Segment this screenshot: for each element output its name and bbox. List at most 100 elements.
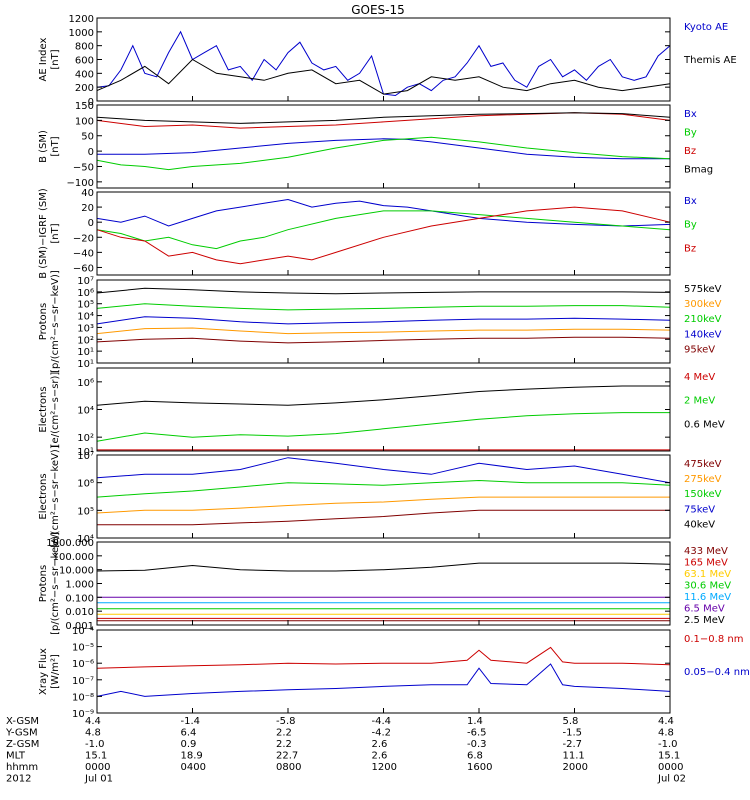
footer-value: 2000 — [563, 762, 588, 773]
legend-entry: 0.6 MeV — [684, 419, 725, 430]
panel-goes_electrons_kev: 10⁴ 10⁵ 10⁶ 10⁷ Electrons [e/(cm²−s−sr−keV)] 4… — [38, 445, 722, 548]
y-axis-label: [nT] — [50, 136, 61, 156]
series-line-goes_electrons_mev-1 — [96, 412, 670, 442]
footer-value: 4.4 — [85, 716, 101, 727]
y-tick-label: 0 — [88, 218, 94, 229]
footer-value: 0000 — [85, 762, 110, 773]
y-axis-label: Protons — [38, 565, 49, 602]
panel-goes_electrons_mev: 10¹ 10² 10⁴ 10⁶ Electrons [e/(cm²−s−sr)] 4 MeV… — [38, 367, 725, 458]
legend-entry: 30.6 MeV — [684, 581, 731, 592]
series-line-bdiff-1 — [96, 210, 671, 250]
y-axis-label: [W/m²] — [50, 654, 61, 689]
footer-row-label: Z-GSM — [6, 739, 39, 750]
series-line-xray-0 — [96, 646, 671, 669]
y-tick-label: 10⁷ — [77, 451, 94, 462]
series-line-goes_protons-3 — [96, 316, 671, 325]
footer-value: 1200 — [372, 762, 397, 773]
panel-ae: 0 200 400 600 800 1000 1200 AE Index [nT] Kyoto A… — [38, 14, 737, 108]
y-tick-label: 10⁷ — [77, 276, 94, 287]
y-tick-label: 800 — [75, 42, 94, 53]
legend-entry: 4 MeV — [684, 372, 715, 383]
y-tick-label: 0.010 — [65, 607, 94, 618]
y-axis-label: Electrons — [38, 386, 49, 432]
panel-frame — [96, 191, 671, 276]
y-axis-label: [e/(cm²−s−sr−keV)] — [50, 445, 61, 548]
y-axis-label: [p/(cm²−s−sr−keV)] — [50, 270, 61, 373]
series-line-goes_electrons_kev-2 — [96, 479, 671, 498]
y-tick-label: 20 — [81, 203, 94, 214]
footer-value: 4.8 — [85, 728, 101, 739]
panel-xray: 10⁻⁹ 10⁻⁸ 10⁻⁷ 10⁻⁶ 10⁻⁵ 10⁻⁴ Xray Flux [W/m²] 0… — [38, 626, 750, 720]
panel-goes_protons_mev: 0.001 0.010 0.100 1.000 10.000 100.000 1000.00… — [38, 532, 731, 635]
footer-value: 5.8 — [563, 716, 579, 727]
series-line-goes_electrons_kev-3 — [96, 457, 671, 484]
y-axis-label: [p/(cm²−s−sr−keV)] — [50, 532, 61, 635]
y-axis-label: Xray Flux — [38, 648, 49, 695]
footer-value: 4.4 — [658, 716, 674, 727]
y-tick-label: 400 — [75, 69, 94, 80]
y-tick-label: 10⁵ — [77, 506, 94, 517]
legend-entry: Bx — [684, 196, 697, 207]
legend-entry: 165 MeV — [684, 558, 728, 569]
footer-value: Jul 01 — [84, 774, 113, 785]
y-tick-label: 0 — [88, 147, 94, 158]
footer-value: 22.7 — [276, 751, 298, 762]
panel-frame — [96, 367, 671, 452]
series-line-goes_electrons_kev-0 — [97, 509, 670, 526]
y-tick-label: 0.001 — [65, 621, 94, 632]
footer-value: 0400 — [181, 762, 206, 773]
legend-entry: 11.6 MeV — [684, 592, 731, 603]
footer-value: -1.0 — [658, 739, 678, 750]
legend-entry: 0.1−0.8 nm — [684, 634, 743, 645]
footer-value: 0800 — [276, 762, 301, 773]
y-tick-label: 100.000 — [53, 552, 94, 563]
footer-value: 4.8 — [658, 728, 674, 739]
y-tick-label: 10⁻⁷ — [72, 676, 94, 687]
footer-value: -1.0 — [85, 739, 105, 750]
series-line-ae-1 — [96, 58, 671, 95]
series-line-bsm-1 — [96, 136, 671, 171]
footer-value: -1.4 — [181, 716, 201, 727]
legend-entry: By — [684, 127, 697, 138]
y-tick-label: 10⁴ — [77, 312, 94, 323]
y-tick-label: 10⁻⁴ — [72, 626, 94, 637]
y-axis-label: [e/(cm²−s−sr)] — [50, 372, 61, 448]
y-tick-label: 600 — [75, 56, 94, 67]
footer-value: 0000 — [658, 762, 683, 773]
y-tick-label: −20 — [73, 233, 94, 244]
legend-entry: Bz — [684, 146, 696, 157]
legend-entry: 95keV — [684, 344, 715, 355]
y-tick-label: 10⁻⁹ — [72, 709, 94, 720]
footer-row-label: 2012 — [6, 774, 31, 785]
y-tick-label: 10¹ — [77, 447, 94, 458]
y-axis-label: B (SM) — [38, 130, 49, 163]
y-tick-label: 200 — [75, 83, 94, 94]
footer-value: -5.8 — [276, 716, 296, 727]
series-line-goes_electrons_mev-2 — [96, 385, 670, 406]
legend-entry: Themis AE — [683, 55, 737, 66]
legend-entry: 2 MeV — [684, 396, 715, 407]
legend-entry: 210keV — [684, 314, 722, 325]
legend-entry: 140keV — [684, 329, 722, 340]
footer-value: -6.5 — [467, 728, 487, 739]
footer-value: 18.9 — [181, 751, 203, 762]
y-tick-label: 10³ — [77, 323, 94, 334]
legend-entry: Kyoto AE — [684, 22, 728, 33]
series-line-bsm-2 — [96, 112, 671, 129]
y-tick-label: 10⁶ — [77, 378, 94, 389]
footer-value: -0.3 — [467, 739, 487, 750]
y-tick-label: 0.100 — [65, 593, 94, 604]
series-line-goes_protons-4 — [96, 336, 671, 344]
footer-value: -4.4 — [372, 716, 392, 727]
y-tick-label: 100 — [75, 116, 94, 127]
legend-entry: 575keV — [684, 284, 722, 295]
footer-value: 2.6 — [372, 751, 388, 762]
legend-entry: 433 MeV — [684, 546, 728, 557]
footer-value: 1.4 — [467, 716, 483, 727]
footer-value: 2.2 — [276, 739, 292, 750]
y-tick-label: −60 — [73, 263, 94, 274]
y-tick-label: 10¹ — [77, 359, 94, 370]
series-line-bsm-0 — [97, 138, 670, 160]
